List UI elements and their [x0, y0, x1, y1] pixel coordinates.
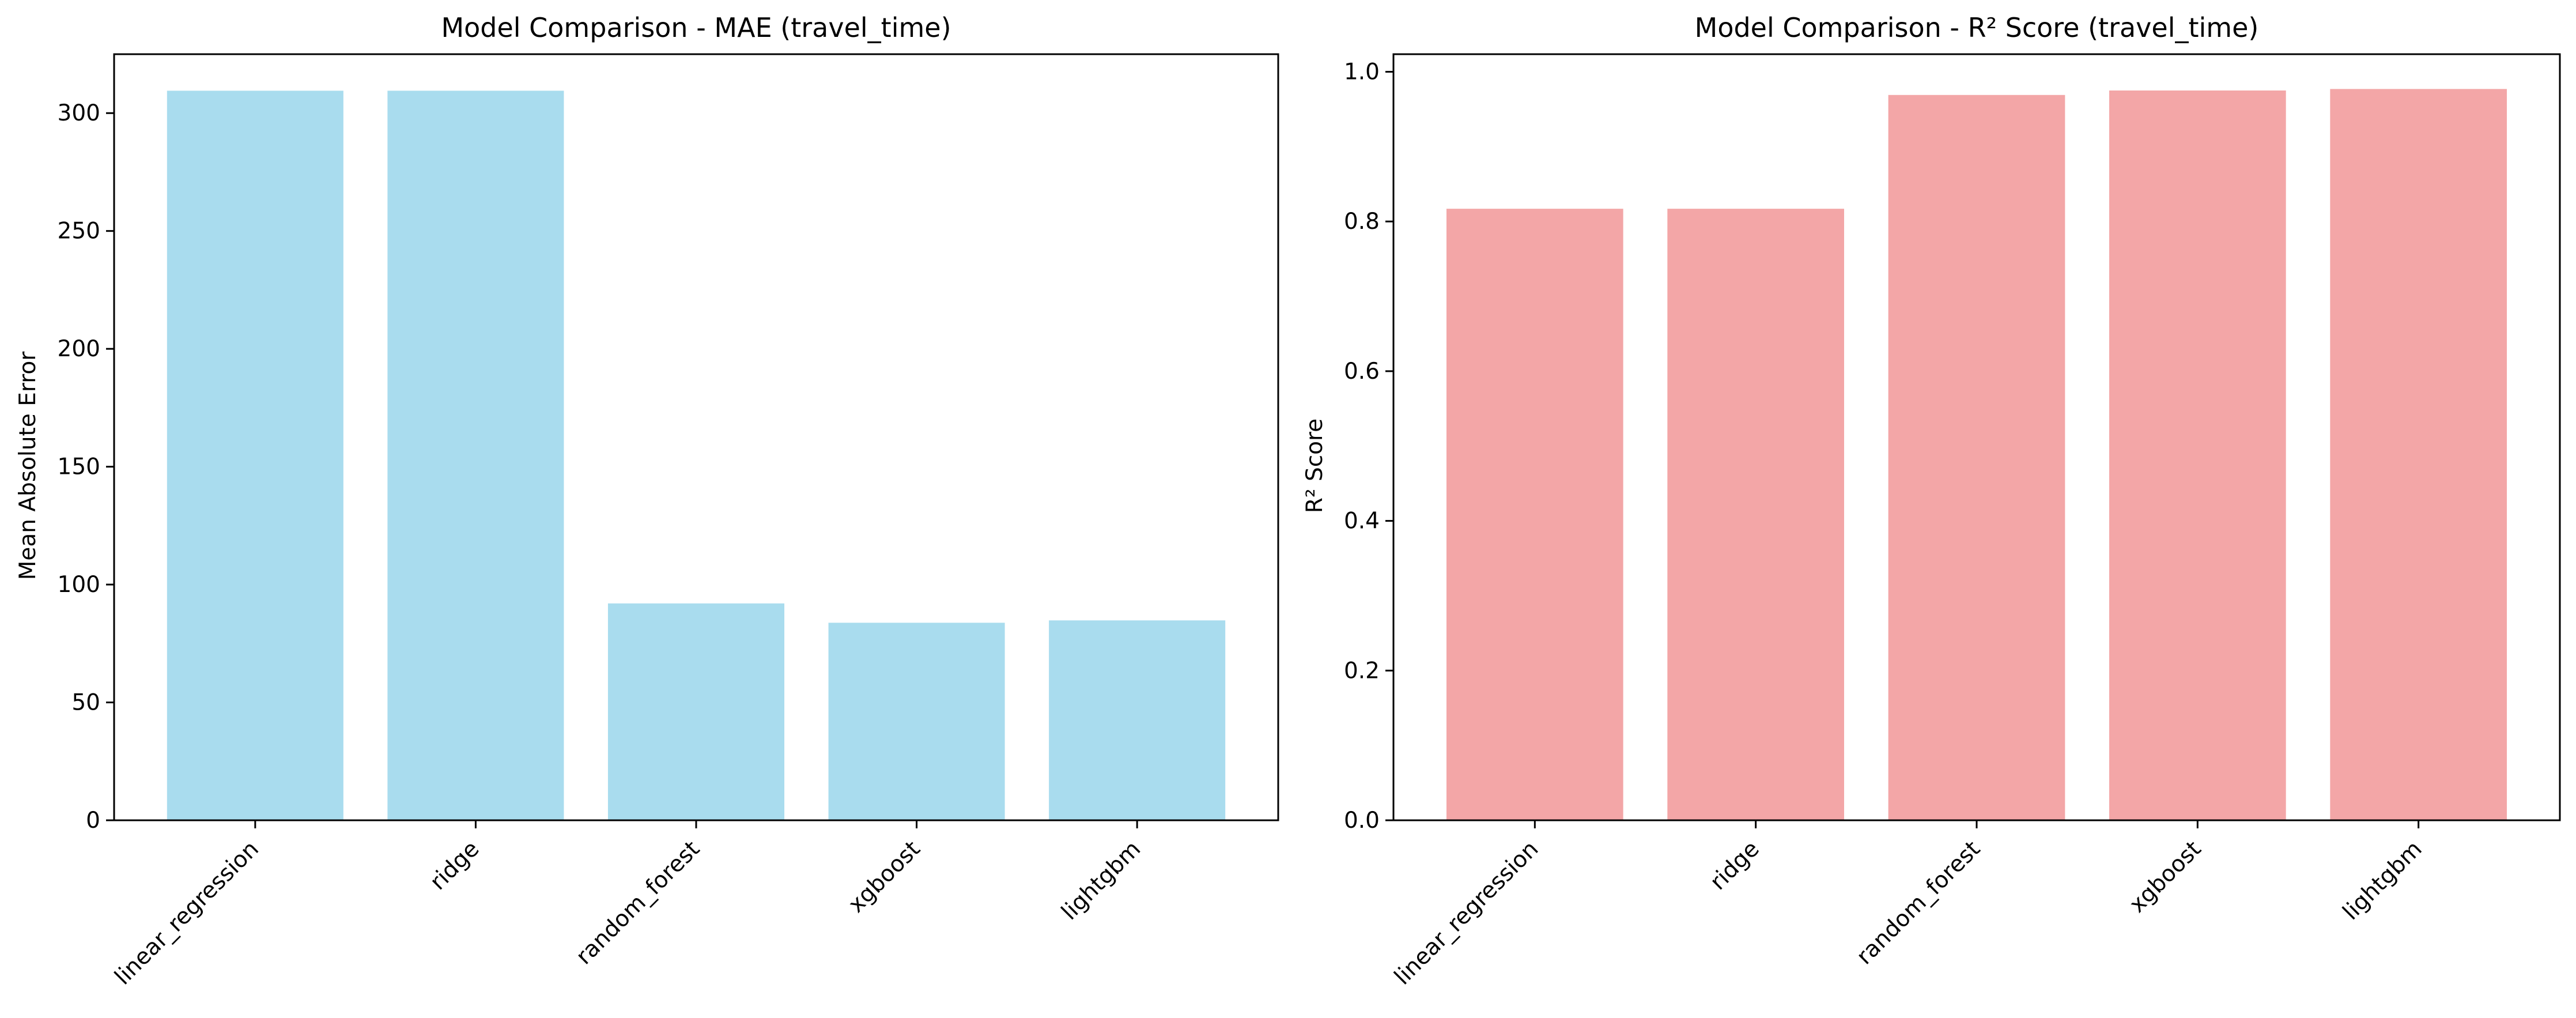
r2-y-tick-label-1: 0.2	[1344, 658, 1380, 684]
mae-x-ticks: linear_regression ridge random_forest xgboo…	[110, 820, 1146, 990]
r2-x-tick-label-1: ridge	[1705, 836, 1765, 895]
mae-y-axis-label: Mean Absolute Error	[15, 351, 41, 580]
r2-y-tick-label-2: 0.4	[1344, 508, 1380, 534]
mae-x-tick-label-4: lightgbm	[1056, 836, 1146, 925]
mae-y-ticks: 0 50 100 150 200 250 300	[58, 100, 114, 834]
mae-x-tick-label-3: xgboost	[844, 836, 926, 918]
r2-x-tick-label-3: xgboost	[2124, 836, 2206, 918]
mae-chart-title: Model Comparison - MAE (travel_time)	[441, 12, 951, 43]
mae-bars	[167, 91, 1226, 821]
r2-y-tick-label-3: 0.6	[1344, 359, 1380, 384]
r2-y-axis-label: R² Score	[1302, 418, 1328, 513]
r2-bar-4	[2330, 89, 2507, 820]
mae-y-tick-label-6: 300	[58, 100, 100, 126]
r2-y-tick-label-0: 0.0	[1344, 808, 1380, 834]
r2-x-tick-label-0: linear_regression	[1389, 836, 1543, 990]
r2-bar-1	[1667, 209, 1844, 821]
r2-bar-3	[2109, 90, 2286, 820]
mae-y-tick-label-3: 150	[58, 454, 100, 480]
r2-x-ticks: linear_regression ridge random_forest xgboo…	[1389, 820, 2427, 990]
mae-bar-3	[828, 623, 1005, 820]
r2-y-tick-label-5: 1.0	[1344, 59, 1380, 85]
mae-y-tick-label-2: 100	[58, 572, 100, 598]
mae-chart-panel: Model Comparison - MAE (travel_time) Mea…	[15, 12, 1279, 990]
r2-x-tick-label-4: lightgbm	[2338, 836, 2427, 925]
mae-bar-2	[607, 603, 785, 820]
r2-y-ticks: 0.0 0.2 0.4 0.6 0.8 1.0	[1344, 59, 1393, 834]
r2-y-tick-label-4: 0.8	[1344, 209, 1380, 235]
mae-bar-1	[387, 91, 564, 821]
r2-chart-title: Model Comparison - R² Score (travel_time…	[1695, 12, 2259, 43]
r2-bar-0	[1446, 209, 1623, 821]
r2-bars	[1446, 89, 2507, 821]
r2-plot-frame	[1392, 53, 2561, 821]
mae-y-tick-label-1: 50	[71, 690, 100, 716]
mae-y-tick-label-0: 0	[86, 808, 100, 834]
mae-bar-4	[1049, 620, 1226, 820]
mae-y-tick-label-5: 250	[58, 218, 100, 244]
mae-plot-frame	[113, 53, 1279, 821]
mae-y-tick-label-4: 200	[58, 336, 100, 362]
mae-x-tick-label-1: ridge	[425, 836, 485, 895]
r2-x-tick-label-2: random_forest	[1852, 836, 1985, 970]
mae-x-tick-label-0: linear_regression	[110, 836, 264, 990]
mae-bar-0	[167, 91, 343, 821]
mae-x-tick-label-2: random_forest	[571, 836, 705, 970]
r2-bar-2	[1888, 95, 2065, 821]
r2-chart-panel: Model Comparison - R² Score (travel_time…	[1302, 12, 2561, 990]
